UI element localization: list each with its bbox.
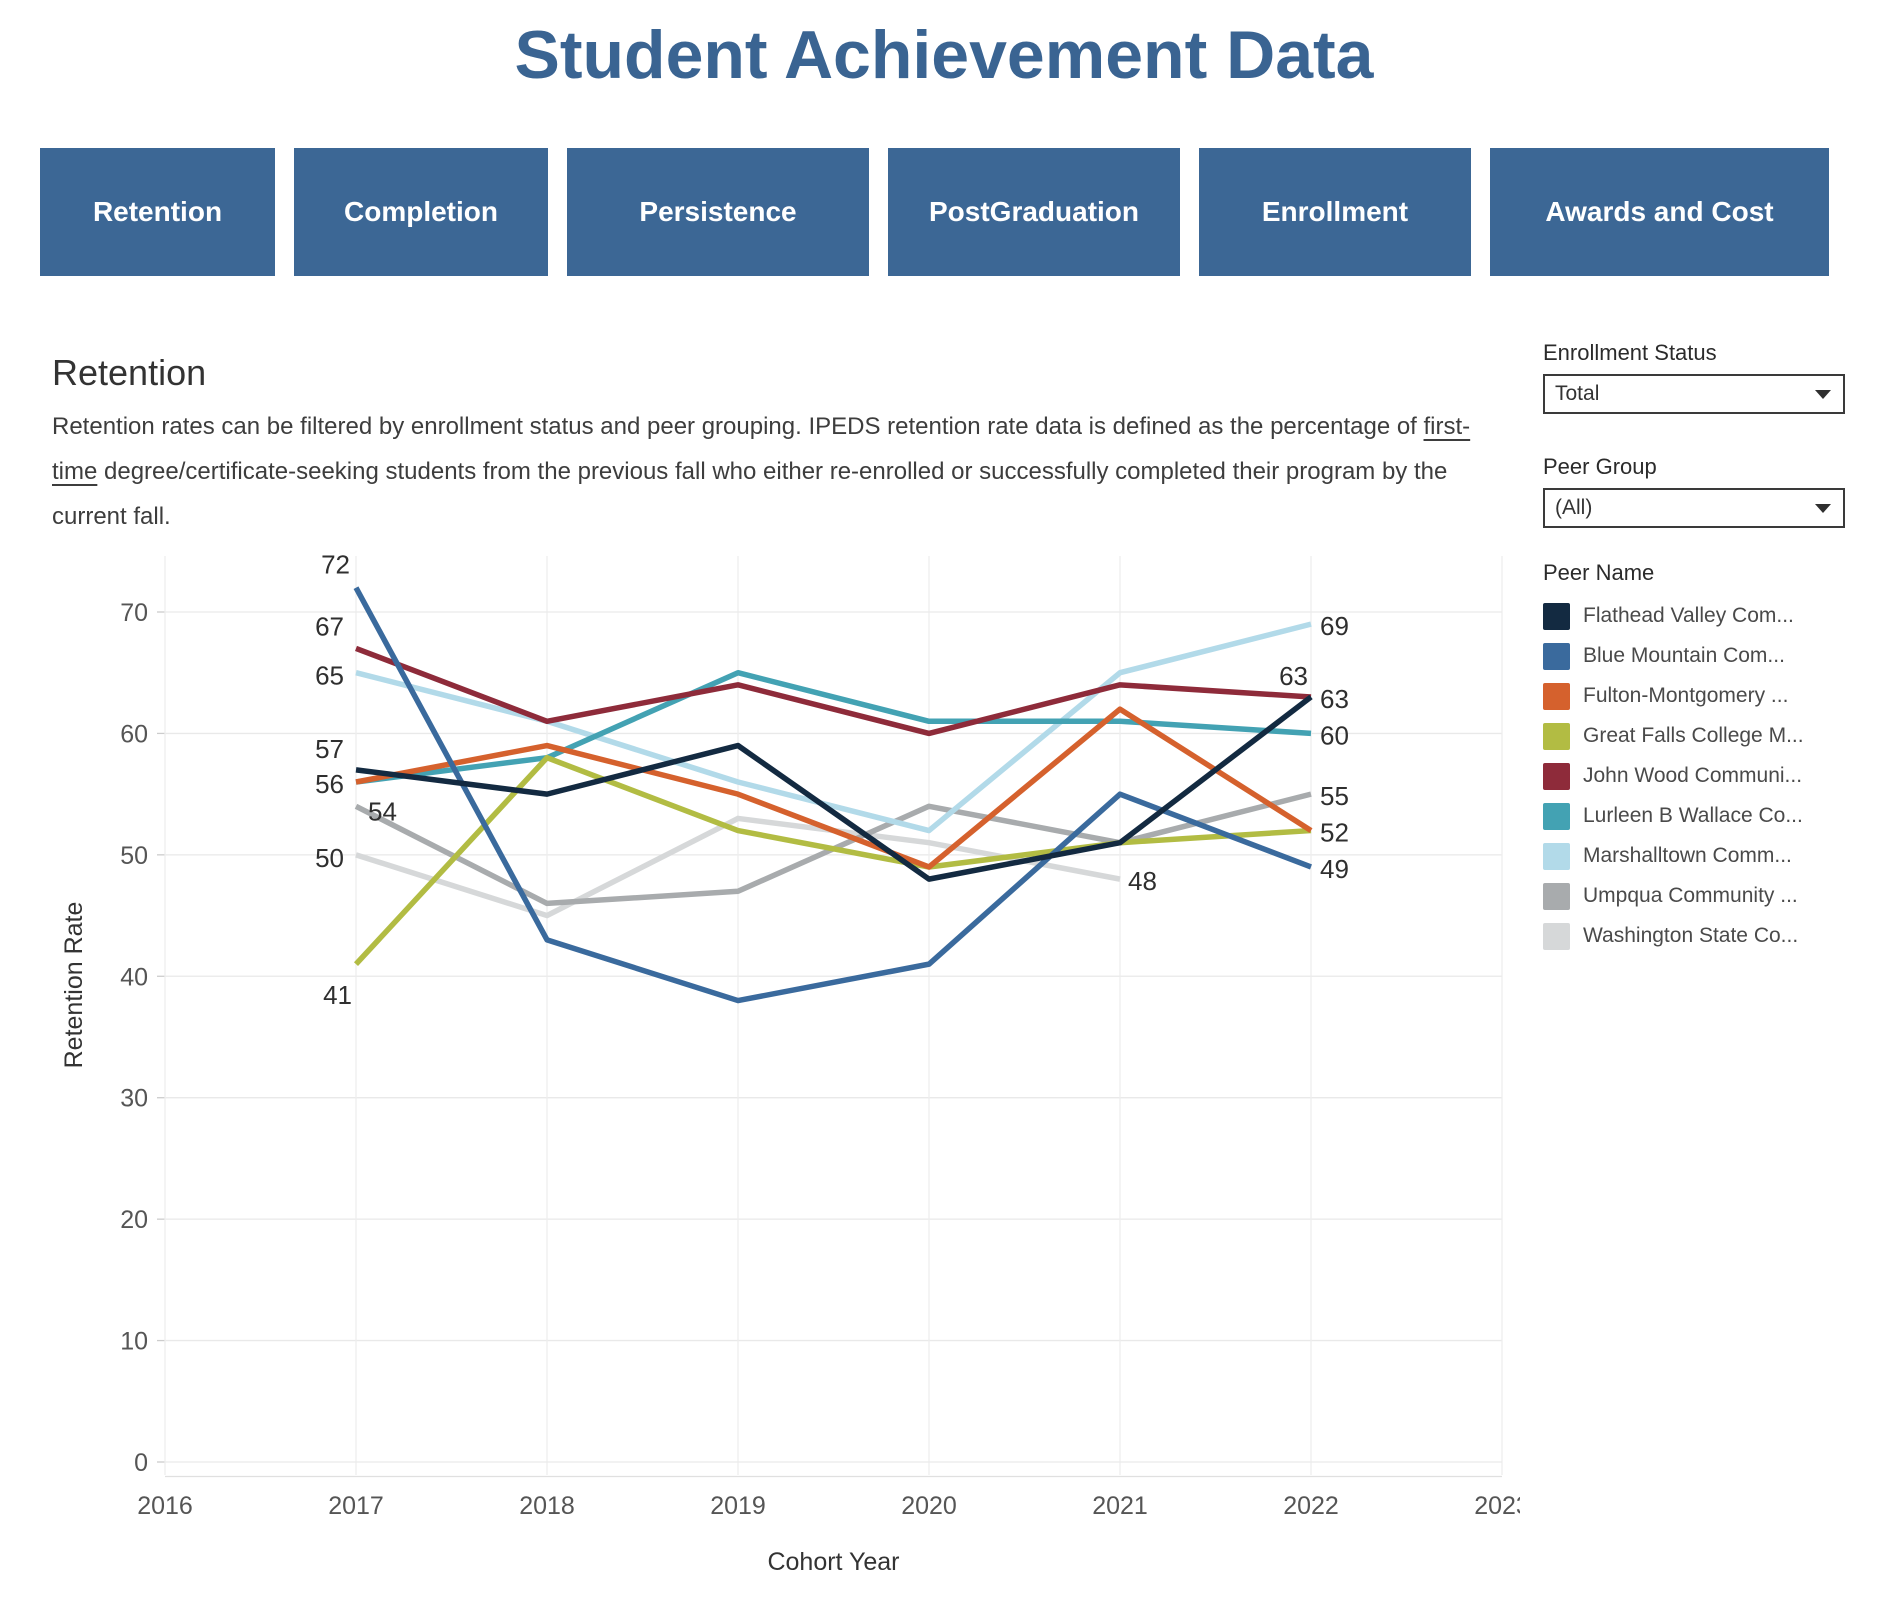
x-tick-label-2020: 2020 <box>901 1492 957 1520</box>
x-tick-label-2019: 2019 <box>710 1492 766 1520</box>
x-tick-label-2018: 2018 <box>519 1492 575 1520</box>
point-label-67-2017: 67 <box>315 611 344 641</box>
page-title: Student Achievement Data <box>514 17 1374 93</box>
peer-group-value: (All) <box>1555 496 1593 519</box>
retention-line-chart[interactable]: 0 10 20 30 40 50 60 70 2016 2017 2018 2019 2020 2021 2… <box>60 523 1520 1598</box>
legend-item-label: Lurleen B Wallace Co... <box>1583 804 1803 827</box>
legend-swatch-icon <box>1543 682 1570 710</box>
legend-item-label: Fulton-Montgomery ... <box>1583 684 1789 707</box>
nav-button-enrollment[interactable]: Enrollment <box>1199 148 1471 276</box>
y-tick-label-0: 0 <box>134 1449 148 1477</box>
section-description: Retention rates can be filtered by enrol… <box>52 404 1512 539</box>
legend-swatch-icon <box>1543 722 1570 750</box>
y-tick-label-70: 70 <box>120 599 148 627</box>
legend-item-fulton-montgomery[interactable]: Fulton-Montgomery ... <box>1543 676 1804 716</box>
series-line-flathead-valley-com[interactable] <box>355 694 1313 882</box>
point-label-60-2022: 60 <box>1320 720 1349 750</box>
legend-swatch-icon <box>1543 922 1570 950</box>
y-tick-label-10: 10 <box>120 1328 148 1356</box>
point-label-56-2017: 56 <box>315 769 344 799</box>
dropdown-caret-icon <box>1815 390 1831 399</box>
series-line-john-wood-communi[interactable] <box>355 645 1312 737</box>
legend-swatch-icon <box>1543 802 1570 830</box>
y-tick-label-50: 50 <box>120 842 148 870</box>
description-underlined-term: first-time <box>52 413 1471 485</box>
legend-item-john-wood-communi[interactable]: John Wood Communi... <box>1543 756 1804 796</box>
x-tick-label-2016: 2016 <box>137 1492 193 1520</box>
point-label-57-2017: 57 <box>315 734 344 764</box>
y-tick-label-40: 40 <box>120 963 148 991</box>
point-label-52-2022: 52 <box>1320 818 1349 848</box>
nav-button-awards-and-cost[interactable]: Awards and Cost <box>1490 148 1829 276</box>
legend-item-label: Umpqua Community ... <box>1583 884 1798 907</box>
enrollment-status-select[interactable]: Total <box>1543 374 1845 414</box>
legend-item-washington-state-co[interactable]: Washington State Co... <box>1543 916 1804 956</box>
legend-swatch-icon <box>1543 762 1570 790</box>
legend-item-label: Flathead Valley Com... <box>1583 604 1794 627</box>
y-tick-label-20: 20 <box>120 1206 148 1234</box>
legend-swatch-icon <box>1543 842 1570 870</box>
x-tick-label-2017: 2017 <box>328 1492 384 1520</box>
series-line-lurleen-b-wallace-co[interactable] <box>355 669 1312 785</box>
y-axis-title: Retention Rate <box>60 902 88 1069</box>
legend-item-label: Great Falls College M... <box>1583 724 1804 747</box>
legend-swatch-icon <box>1543 882 1570 910</box>
point-label-50-2017: 50 <box>315 843 344 873</box>
legend-item-label: Marshalltown Comm... <box>1583 844 1792 867</box>
legend-item-lurleen-b-wallace-co[interactable]: Lurleen B Wallace Co... <box>1543 796 1804 836</box>
nav-tabs: Retention Completion Persistence PostGradua… <box>40 148 1829 276</box>
enrollment-status-label: Enrollment Status <box>1543 340 1717 365</box>
x-tick-label-2021: 2021 <box>1092 1492 1148 1520</box>
nav-button-retention[interactable]: Retention <box>40 148 275 276</box>
y-tick-label-30: 30 <box>120 1085 148 1113</box>
legend-item-umpqua-community[interactable]: Umpqua Community ... <box>1543 876 1804 916</box>
series-line-washington-state-co[interactable] <box>355 815 1121 919</box>
point-label-63-2022: 63 <box>1320 684 1349 714</box>
point-label-63-2022: 63 <box>1279 661 1308 691</box>
x-tick-label-2023: 2023 <box>1474 1492 1520 1520</box>
nav-button-completion[interactable]: Completion <box>294 148 548 276</box>
legend-title: Peer Name <box>1543 560 1655 585</box>
description-text-1: Retention rates can be filtered by enrol… <box>52 413 1424 440</box>
point-label-49-2022: 49 <box>1320 854 1349 884</box>
section-heading: Retention <box>52 352 207 393</box>
legend-item-blue-mountain-com[interactable]: Blue Mountain Com... <box>1543 636 1804 676</box>
series-line-fulton-montgomery[interactable] <box>355 706 1313 870</box>
nav-button-postgraduation[interactable]: PostGraduation <box>888 148 1180 276</box>
legend-item-label: Washington State Co... <box>1583 924 1799 947</box>
legend-swatch-icon <box>1543 642 1570 670</box>
nav-button-persistence[interactable]: Persistence <box>567 148 869 276</box>
y-tick-label-60: 60 <box>120 720 148 748</box>
description-text-2: degree/certificate-seeking students from… <box>52 458 1448 530</box>
x-axis-title: Cohort Year <box>767 1548 899 1576</box>
point-label-54-2017: 54 <box>368 796 397 826</box>
legend-item-flathead-valley-com[interactable]: Flathead Valley Com... <box>1543 596 1804 636</box>
series-line-marshalltown-comm[interactable] <box>355 621 1312 834</box>
dropdown-caret-icon <box>1815 504 1831 513</box>
series-line-blue-mountain-com[interactable] <box>353 586 1312 1004</box>
peer-group-select[interactable]: (All) <box>1543 488 1845 528</box>
legend-item-label: Blue Mountain Com... <box>1583 644 1785 667</box>
legend-item-great-falls-college-m[interactable]: Great Falls College M... <box>1543 716 1804 756</box>
legend-item-label: John Wood Communi... <box>1583 764 1803 787</box>
peer-name-legend: Flathead Valley Com... Blue Mountain Com.… <box>1543 596 1804 956</box>
point-label-48-2021: 48 <box>1128 866 1157 896</box>
point-label-69-2022: 69 <box>1320 611 1349 641</box>
peer-group-label: Peer Group <box>1543 454 1657 479</box>
legend-swatch-icon <box>1543 602 1570 630</box>
enrollment-status-value: Total <box>1555 382 1600 405</box>
point-label-72-2017: 72 <box>321 550 350 580</box>
x-tick-label-2022: 2022 <box>1283 1492 1339 1520</box>
legend-item-marshalltown-comm[interactable]: Marshalltown Comm... <box>1543 836 1804 876</box>
point-label-55-2022: 55 <box>1320 781 1349 811</box>
point-label-65-2017: 65 <box>315 661 344 691</box>
point-label-41-2017: 41 <box>323 980 352 1010</box>
